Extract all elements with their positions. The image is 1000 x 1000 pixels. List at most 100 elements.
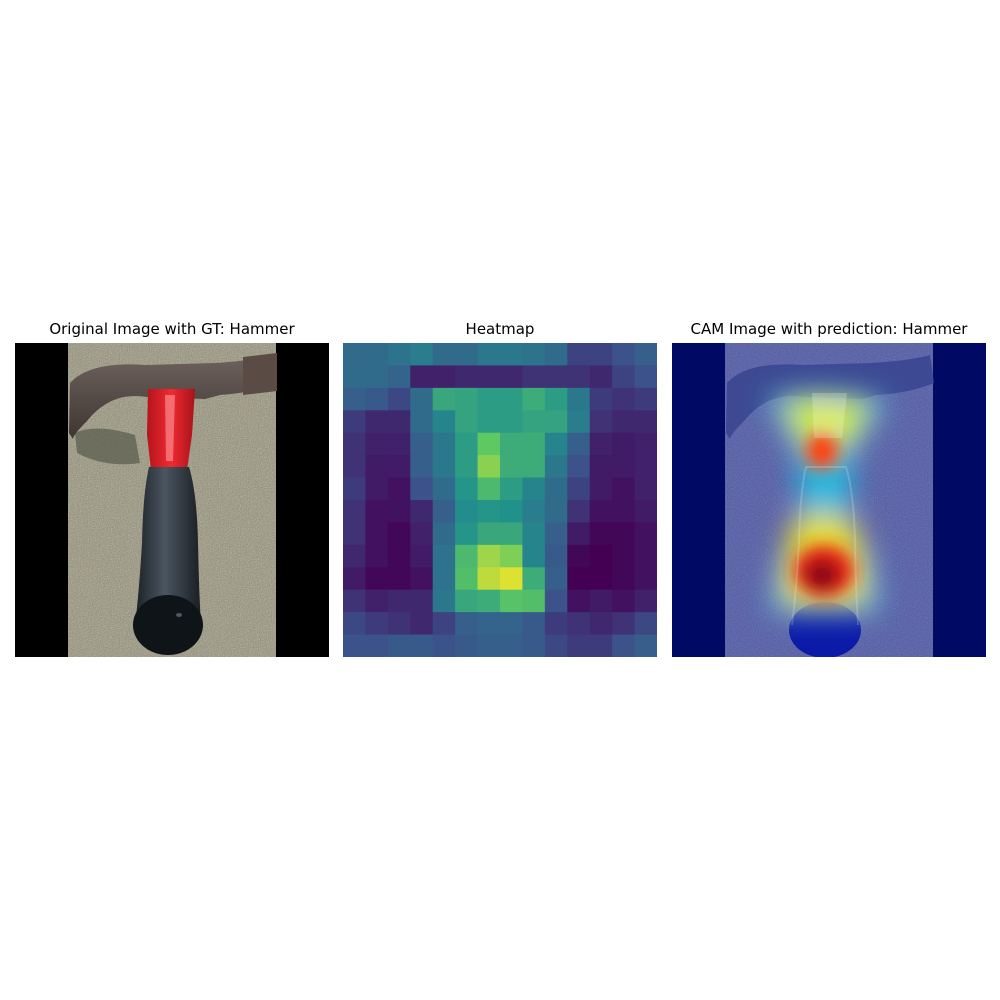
heatmap-cell bbox=[432, 544, 456, 568]
heatmap-cell bbox=[343, 432, 367, 456]
heatmap-cell bbox=[544, 343, 568, 367]
heatmap-cell bbox=[567, 567, 591, 591]
heatmap-cell bbox=[365, 589, 389, 613]
heatmap-cell bbox=[477, 365, 501, 389]
heatmap-cell bbox=[343, 522, 367, 546]
heatmap-cell bbox=[477, 567, 501, 591]
heatmap-cell bbox=[455, 567, 479, 591]
heatmap-cell bbox=[343, 634, 367, 657]
heatmap-cell bbox=[500, 343, 524, 367]
heatmap-cell bbox=[544, 410, 568, 434]
heatmap-cell bbox=[544, 477, 568, 501]
heatmap-cell bbox=[589, 365, 613, 389]
heatmap-cell bbox=[567, 612, 591, 636]
heatmap-cell bbox=[612, 410, 636, 434]
heatmap-cell bbox=[432, 477, 456, 501]
heatmap-cell bbox=[612, 544, 636, 568]
heatmap-cell bbox=[410, 455, 434, 479]
heatmap-cell bbox=[343, 477, 367, 501]
heatmap-cell bbox=[387, 343, 411, 367]
heatmap-cell bbox=[500, 432, 524, 456]
heatmap-cell bbox=[500, 410, 524, 434]
heatmap-cell bbox=[544, 500, 568, 524]
heatmap-cell bbox=[477, 410, 501, 434]
heatmap-cell bbox=[522, 365, 546, 389]
heatmap-cell bbox=[455, 410, 479, 434]
heatmap-cell bbox=[589, 567, 613, 591]
heatmap-cell bbox=[455, 387, 479, 411]
heatmap-cell bbox=[544, 544, 568, 568]
heatmap-cell bbox=[455, 477, 479, 501]
heatmap-cell bbox=[365, 544, 389, 568]
heatmap-cell bbox=[387, 544, 411, 568]
heatmap-cell bbox=[387, 477, 411, 501]
heatmap-cell bbox=[612, 612, 636, 636]
heatmap-cell bbox=[410, 477, 434, 501]
heatmap-cell bbox=[589, 522, 613, 546]
heatmap-cell bbox=[544, 567, 568, 591]
heatmap-cell bbox=[387, 365, 411, 389]
heatmap-cell bbox=[522, 567, 546, 591]
heatmap-cell bbox=[365, 477, 389, 501]
heatmap-cell bbox=[500, 365, 524, 389]
heatmap-cell bbox=[634, 410, 657, 434]
heatmap-cell bbox=[477, 522, 501, 546]
heatmap-cell bbox=[522, 634, 546, 657]
heatmap-cell bbox=[477, 387, 501, 411]
heatmap-cell bbox=[522, 387, 546, 411]
heatmap-cell bbox=[343, 455, 367, 479]
heatmap-cell bbox=[365, 500, 389, 524]
heatmap-cell bbox=[343, 567, 367, 591]
heatmap-cell bbox=[500, 522, 524, 546]
heatmap-cell bbox=[477, 500, 501, 524]
heatmap-cell bbox=[589, 455, 613, 479]
heatmap-cell bbox=[500, 544, 524, 568]
heatmap-cell bbox=[455, 455, 479, 479]
heatmap-cell bbox=[410, 387, 434, 411]
heatmap-cell bbox=[544, 522, 568, 546]
heatmap-cell bbox=[477, 544, 501, 568]
heatmap-cell bbox=[500, 612, 524, 636]
heatmap-cell bbox=[477, 589, 501, 613]
heatmap-cell bbox=[567, 634, 591, 657]
heatmap-cell bbox=[612, 589, 636, 613]
heatmap-cell bbox=[522, 500, 546, 524]
heatmap-cell bbox=[432, 365, 456, 389]
heatmap-cell bbox=[343, 544, 367, 568]
heatmap-cell bbox=[567, 544, 591, 568]
heatmap-cell bbox=[410, 500, 434, 524]
heatmap-cell bbox=[634, 365, 657, 389]
heatmap-cell bbox=[567, 477, 591, 501]
heatmap-cell bbox=[365, 365, 389, 389]
heatmap-cell bbox=[387, 522, 411, 546]
heatmap-cell bbox=[410, 343, 434, 367]
heatmap-cell bbox=[455, 365, 479, 389]
heatmap-cell bbox=[365, 410, 389, 434]
heatmap-cell bbox=[477, 612, 501, 636]
heatmap-cell bbox=[634, 567, 657, 591]
heatmap-cell bbox=[589, 589, 613, 613]
heatmap-cell bbox=[544, 455, 568, 479]
heatmap-cell bbox=[589, 500, 613, 524]
heatmap-cell bbox=[432, 343, 456, 367]
heatmap-cell bbox=[544, 589, 568, 613]
heatmap-cell bbox=[387, 634, 411, 657]
heatmap-cell bbox=[387, 612, 411, 636]
heatmap-cell bbox=[589, 477, 613, 501]
cam-image-title: CAM Image with prediction: Hammer bbox=[690, 320, 968, 338]
heatmap-cell bbox=[343, 410, 367, 434]
heatmap-cell bbox=[500, 500, 524, 524]
heatmap-cell bbox=[589, 612, 613, 636]
heatmap-cell bbox=[477, 343, 501, 367]
heatmap-cell bbox=[567, 365, 591, 389]
heatmap-cell bbox=[432, 612, 456, 636]
heatmap-cell bbox=[365, 432, 389, 456]
heatmap-cell bbox=[522, 410, 546, 434]
heatmap-cell bbox=[589, 432, 613, 456]
heatmap-cell bbox=[634, 432, 657, 456]
heatmap-cell bbox=[500, 589, 524, 613]
heatmap-cell bbox=[634, 589, 657, 613]
heatmap-cell bbox=[634, 500, 657, 524]
heatmap-cell bbox=[522, 544, 546, 568]
heatmap-cell bbox=[387, 589, 411, 613]
